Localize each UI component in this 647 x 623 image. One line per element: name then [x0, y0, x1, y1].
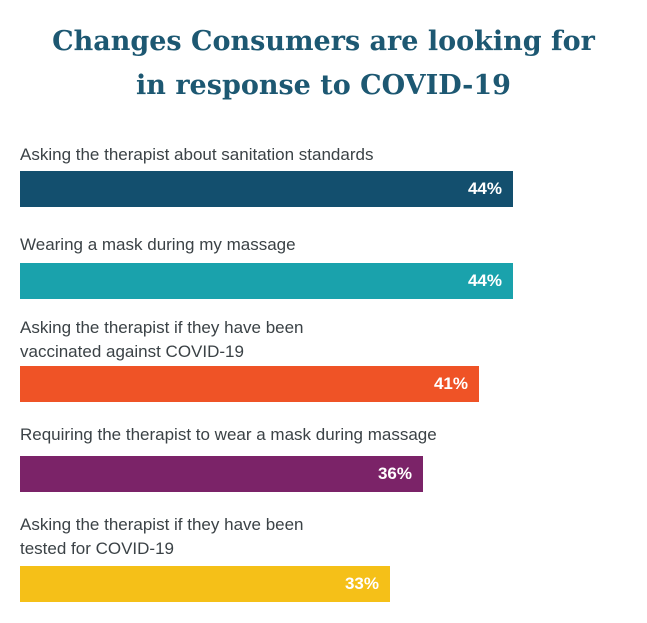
- bar-value-label: 41%: [433, 374, 468, 393]
- category-label: Wearing a mask during my massage: [20, 233, 580, 257]
- bar-value-label: 36%: [377, 464, 412, 483]
- chart-title-line-1: Changes Consumers are looking for: [52, 26, 595, 58]
- category-label: Asking the therapist if they have been va…: [20, 316, 580, 364]
- category-label-line: Asking the therapist if they have been: [20, 318, 304, 337]
- bar: [20, 263, 513, 299]
- category-label-line: Asking the therapist if they have been: [20, 515, 304, 534]
- category-label-line: vaccinated against COVID-19: [20, 342, 244, 361]
- chart-title-line-2: in response to COVID-19: [136, 70, 511, 102]
- bar: [20, 566, 390, 602]
- category-label-line: Requiring the therapist to wear a mask d…: [20, 425, 437, 444]
- category-label: Asking the therapist about sanitation st…: [20, 143, 580, 167]
- category-label: Requiring the therapist to wear a mask d…: [20, 423, 580, 447]
- chart-title: Changes Consumers are looking for in res…: [0, 20, 647, 108]
- bar: [20, 456, 423, 492]
- category-label-line: Wearing a mask during my massage: [20, 235, 296, 254]
- bar: [20, 171, 513, 207]
- bar-value-label: 33%: [344, 574, 379, 593]
- category-label-line: Asking the therapist about sanitation st…: [20, 145, 374, 164]
- category-label-line: tested for COVID-19: [20, 539, 175, 558]
- bar: [20, 366, 479, 402]
- bar-value-label: 44%: [467, 271, 502, 290]
- bar-value-label: 44%: [467, 179, 502, 198]
- category-label: Asking the therapist if they have been te…: [20, 513, 580, 561]
